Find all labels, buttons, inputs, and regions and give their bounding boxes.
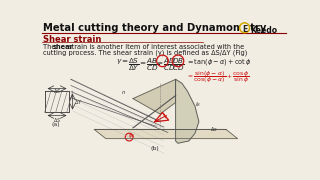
Text: $\dfrac{\Delta S}{\Delta Y}$: $\dfrac{\Delta S}{\Delta Y}$ (128, 57, 140, 73)
Polygon shape (176, 79, 199, 143)
Text: $\Delta S$: $\Delta S$ (53, 116, 61, 124)
Text: cutting process. The shear strain (γ) is defined as ΔS/ΔY (Fig): cutting process. The shear strain (γ) is… (43, 49, 247, 56)
Text: Shear strain: Shear strain (43, 35, 101, 44)
Text: E: E (243, 25, 248, 34)
Text: $l_B$: $l_B$ (195, 100, 201, 109)
Text: $=\dfrac{AB}{CD}$: $=\dfrac{AB}{CD}$ (139, 57, 160, 73)
Text: $\dfrac{DB}{CD}$: $\dfrac{DB}{CD}$ (172, 57, 184, 73)
Text: $=\tan(\phi-\alpha)+\cot\phi$: $=\tan(\phi-\alpha)+\cot\phi$ (186, 57, 251, 67)
Circle shape (240, 23, 250, 33)
Text: $\gamma =$: $\gamma =$ (116, 57, 129, 66)
Text: $n$: $n$ (121, 89, 126, 96)
Text: shear: shear (53, 44, 74, 50)
Text: $\Delta S$: $\Delta S$ (53, 87, 61, 95)
Text: Metal cutting theory and Dynamometry: Metal cutting theory and Dynamometry (43, 23, 267, 33)
Text: strain is another item of interest associated with the: strain is another item of interest assoc… (66, 44, 244, 50)
Text: $=\dfrac{\sin(\phi-\alpha)}{\cos(\phi-\alpha)}+\dfrac{\cos\phi}{\sin\phi}$: $=\dfrac{\sin(\phi-\alpha)}{\cos(\phi-\a… (186, 69, 250, 85)
Text: (a): (a) (51, 122, 60, 127)
Text: $\phi_1$: $\phi_1$ (128, 131, 135, 140)
Text: Keedo: Keedo (250, 26, 277, 35)
Text: $=\dfrac{AD}{CD}$: $=\dfrac{AD}{CD}$ (155, 57, 176, 73)
Text: $\Delta Y$: $\Delta Y$ (74, 98, 83, 106)
Circle shape (241, 24, 248, 31)
Polygon shape (94, 129, 238, 139)
Text: The: The (43, 44, 58, 50)
Text: $\Delta s$: $\Delta s$ (211, 125, 218, 133)
Text: (b): (b) (150, 146, 159, 151)
Polygon shape (133, 79, 176, 114)
